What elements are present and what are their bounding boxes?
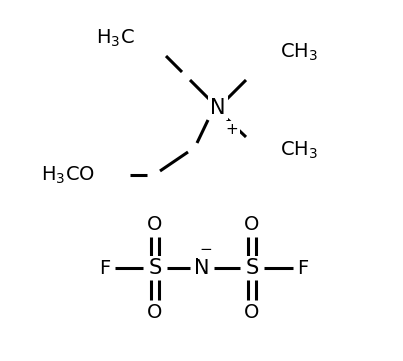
Text: +: + [226,122,239,138]
Text: O: O [244,216,260,235]
Text: S: S [245,258,259,278]
Text: F: F [100,258,111,278]
Text: S: S [148,258,162,278]
Text: CH$_3$: CH$_3$ [280,42,318,63]
Text: N: N [210,98,226,118]
Text: H$_3$CO: H$_3$CO [41,164,95,186]
Text: O: O [244,303,260,322]
Text: CH$_3$: CH$_3$ [280,139,318,161]
Text: N: N [194,258,210,278]
Text: O: O [147,303,163,322]
Text: O: O [147,216,163,235]
Text: −: − [199,243,212,257]
Text: F: F [297,258,309,278]
Text: H$_3$C: H$_3$C [96,27,134,49]
